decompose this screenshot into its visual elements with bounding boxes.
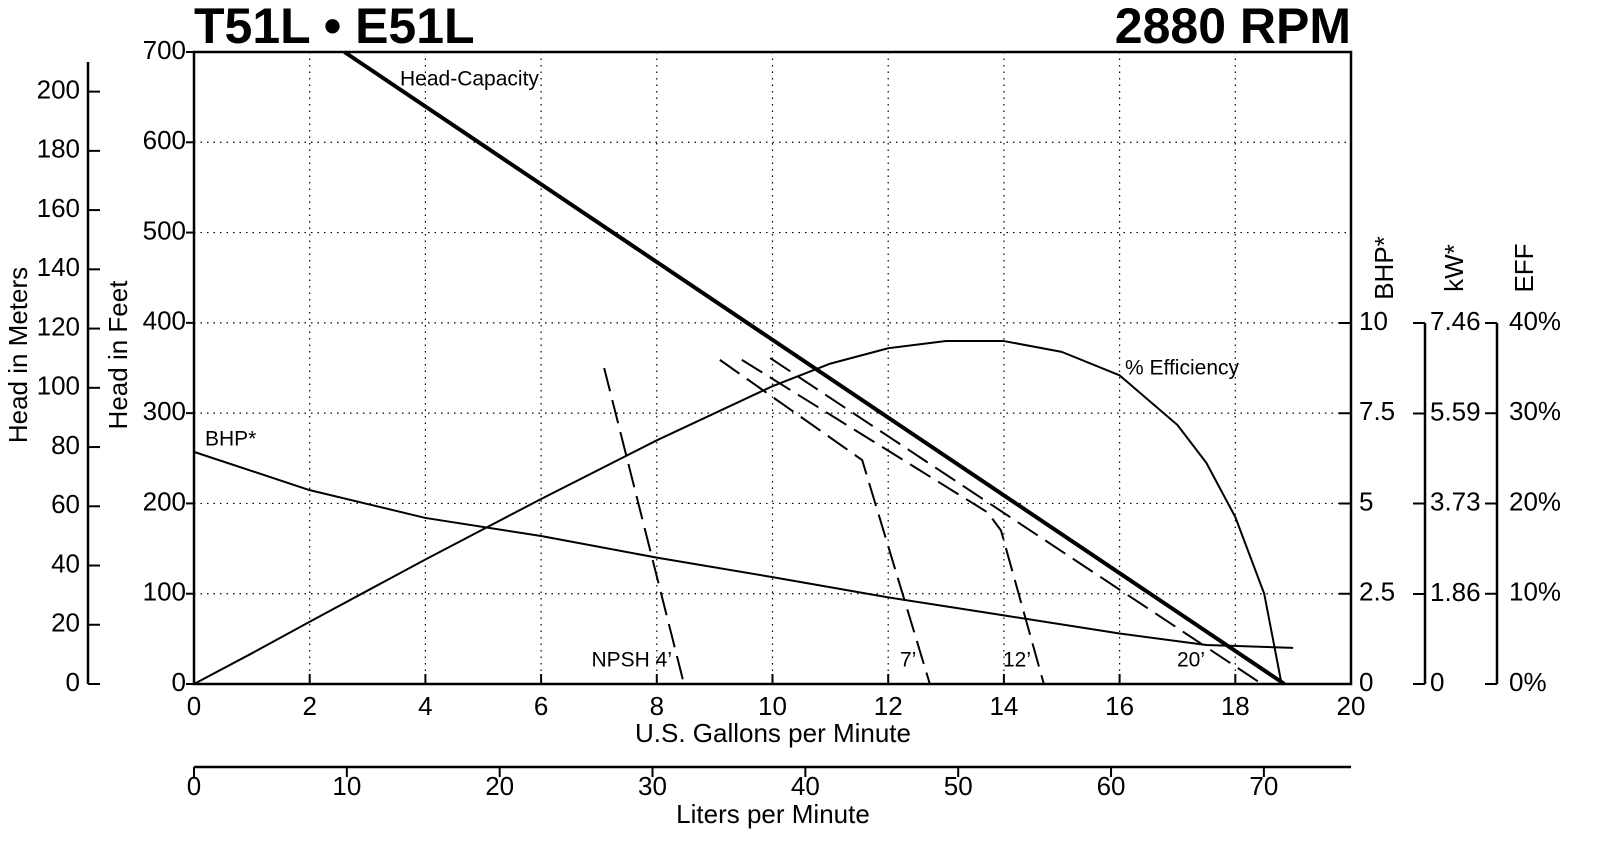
y-axis-title: Head in Feet <box>103 280 133 430</box>
series-line <box>343 50 1286 686</box>
x-tick-label: 14 <box>989 691 1018 721</box>
y3-tick-label: 7.46 <box>1430 306 1481 336</box>
x2-tick-label: 40 <box>791 771 820 801</box>
chart-subtitle: 2880 RPM <box>1115 0 1351 54</box>
x-tick-label: 0 <box>187 691 201 721</box>
x2-tick-label: 30 <box>638 771 667 801</box>
x-tick-label: 20 <box>1337 691 1366 721</box>
y-meters-axis-title: Head in Meters <box>3 267 33 443</box>
series-line <box>769 357 1263 685</box>
chart-title: T51L • E51L <box>194 0 475 54</box>
series-label: BHP* <box>205 428 256 451</box>
y3-tick-label: 3.73 <box>1430 486 1481 516</box>
y-tick-label: 400 <box>143 306 186 336</box>
x2-tick-label: 10 <box>332 771 361 801</box>
y-meters-tick-label: 40 <box>51 548 80 578</box>
x2-axis-title: Liters per Minute <box>676 799 870 829</box>
y-tick-label: 0 <box>172 667 186 697</box>
y-meters-tick-label: 80 <box>51 430 80 460</box>
x2-tick-label: 0 <box>187 771 201 801</box>
series-label: 20’ <box>1177 649 1205 672</box>
series-line <box>741 359 1045 685</box>
y-tick-label: 100 <box>143 577 186 607</box>
y4-tick-label: 40% <box>1509 306 1561 336</box>
x-tick-label: 4 <box>418 691 432 721</box>
y4-tick-label: 30% <box>1509 396 1561 426</box>
series-line <box>603 367 685 685</box>
x-tick-label: 12 <box>874 691 903 721</box>
y2-axis-title: BHP* <box>1369 236 1399 300</box>
series-label: 7’ <box>900 649 916 672</box>
x2-tick-label: 20 <box>485 771 514 801</box>
x-axis-title: U.S. Gallons per Minute <box>635 718 911 748</box>
y3-tick-label: 0 <box>1430 667 1444 697</box>
y-tick-label: 700 <box>143 35 186 65</box>
y-tick-label: 300 <box>143 396 186 426</box>
y4-axis-title: EFF <box>1509 243 1539 292</box>
x-tick-label: 16 <box>1105 691 1134 721</box>
y4-tick-label: 0% <box>1509 667 1547 697</box>
x2-tick-label: 50 <box>944 771 973 801</box>
y-meters-tick-label: 160 <box>37 193 80 223</box>
series-line <box>193 340 1283 685</box>
y-meters-tick-label: 180 <box>37 134 80 164</box>
y-meters-tick-label: 0 <box>66 667 80 697</box>
y-meters-tick-label: 60 <box>51 489 80 519</box>
y-meters-tick-label: 100 <box>37 371 80 401</box>
x-tick-label: 2 <box>302 691 316 721</box>
series-label: Head-Capacity <box>400 68 539 91</box>
y4-tick-label: 10% <box>1509 577 1561 607</box>
series-line <box>193 450 1294 649</box>
y-tick-label: 200 <box>143 486 186 516</box>
series-label: 12’ <box>1003 649 1031 672</box>
y3-tick-label: 1.86 <box>1430 577 1481 607</box>
y2-tick-label: 0 <box>1359 667 1373 697</box>
y2-tick-label: 7.5 <box>1359 396 1395 426</box>
series-label: % Efficiency <box>1125 357 1239 380</box>
x2-tick-label: 60 <box>1097 771 1126 801</box>
y2-tick-label: 2.5 <box>1359 577 1395 607</box>
x-tick-label: 8 <box>650 691 664 721</box>
y-tick-label: 500 <box>143 215 186 245</box>
series-label: NPSH 4’ <box>591 649 672 672</box>
x-tick-label: 18 <box>1221 691 1250 721</box>
y-tick-label: 600 <box>143 125 186 155</box>
y-meters-tick-label: 20 <box>51 608 80 638</box>
y2-tick-label: 10 <box>1359 306 1388 336</box>
y-meters-tick-label: 140 <box>37 252 80 282</box>
x2-tick-label: 70 <box>1249 771 1278 801</box>
y-meters-tick-label: 200 <box>37 74 80 104</box>
x-tick-label: 6 <box>534 691 548 721</box>
y4-tick-label: 20% <box>1509 486 1561 516</box>
y3-axis-title: kW* <box>1439 244 1469 292</box>
y-meters-tick-label: 120 <box>37 311 80 341</box>
y3-tick-label: 5.59 <box>1430 396 1481 426</box>
y2-tick-label: 5 <box>1359 486 1373 516</box>
series-line <box>719 359 931 685</box>
x-tick-label: 10 <box>758 691 787 721</box>
